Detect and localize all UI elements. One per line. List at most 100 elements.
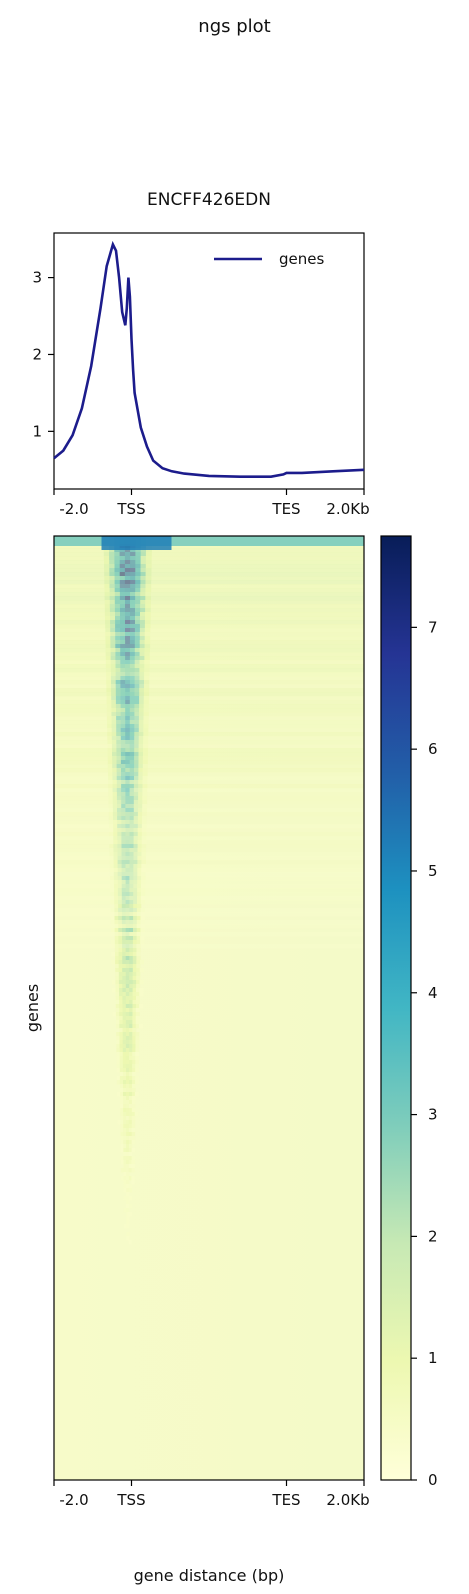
heatmap-cell xyxy=(106,692,112,697)
heatmap-cell xyxy=(120,1100,124,1105)
heatmap-cell xyxy=(129,924,134,929)
heatmap-cell xyxy=(110,632,116,637)
heatmap-cell xyxy=(114,908,119,913)
heatmap-cell xyxy=(122,932,127,937)
heatmap-cell xyxy=(105,620,111,625)
heatmap-cell xyxy=(121,780,126,785)
heatmap-cell xyxy=(54,620,364,625)
heatmap-cell xyxy=(134,656,141,661)
heatmap-cell xyxy=(109,588,116,593)
heatmap-cell xyxy=(121,872,127,877)
heatmap-cell xyxy=(139,624,146,629)
heatmap-cell xyxy=(135,548,142,553)
heatmap-cell xyxy=(129,676,136,681)
heatmap-cell xyxy=(145,576,152,581)
heatmap-cell xyxy=(113,868,119,873)
heatmap-cell xyxy=(128,1160,133,1165)
heatmap-cell xyxy=(124,564,131,569)
heatmap-cell xyxy=(126,1200,130,1205)
heatmap-cell xyxy=(54,932,364,937)
heatmap-cell xyxy=(131,1180,135,1185)
heatmap-cell xyxy=(126,1160,130,1165)
colorbar-tick-label: 4 xyxy=(428,984,438,1002)
heatmap-cell xyxy=(124,556,131,561)
heatmap-cell xyxy=(145,580,152,585)
heatmap-cell xyxy=(54,852,364,857)
heatmap-cell xyxy=(115,696,122,701)
heatmap-cell xyxy=(126,1144,130,1149)
heatmap-cell xyxy=(116,1076,121,1081)
heatmap-cell xyxy=(136,992,140,997)
heatmap-cell xyxy=(54,588,364,593)
heatmap-cell xyxy=(137,884,142,889)
heatmap-cell xyxy=(144,672,150,677)
heatmap-cell xyxy=(112,764,118,769)
heatmap-cell xyxy=(110,916,115,921)
heatmap-cell xyxy=(125,748,131,753)
heatmap-cell xyxy=(123,1196,127,1201)
heatmap-cell xyxy=(109,848,114,853)
heatmap-cell xyxy=(131,1168,135,1173)
heatmap-cell xyxy=(132,1012,137,1017)
heatmap-cell xyxy=(132,960,137,965)
heatmap-cell xyxy=(139,632,146,637)
heatmap-cell xyxy=(134,624,141,629)
heatmap-cell xyxy=(134,640,141,645)
heatmap-cell xyxy=(117,856,123,861)
heatmap-cell xyxy=(54,892,364,897)
heatmap-cell xyxy=(129,772,135,777)
heatmap-cell xyxy=(112,1012,117,1017)
heatmap-cell xyxy=(136,948,141,953)
heatmap-cell xyxy=(111,732,117,737)
heatmap-cell xyxy=(136,928,141,933)
heatmap-cell xyxy=(110,640,116,645)
heatmap-cell xyxy=(108,804,114,809)
heatmap-cell xyxy=(54,664,364,669)
heatmap-cell xyxy=(139,980,144,985)
heatmap-cell xyxy=(144,684,150,689)
heatmap-cell xyxy=(124,576,131,581)
heatmap-cell xyxy=(54,668,364,673)
heatmap-cell xyxy=(132,952,138,957)
heatmap-cell xyxy=(129,936,134,941)
heatmap-cell xyxy=(120,1132,124,1137)
heatmap-cell xyxy=(108,772,113,777)
heatmap-cell xyxy=(139,644,146,649)
heatmap-cell xyxy=(120,700,126,705)
heatmap-cell xyxy=(142,764,148,769)
heatmap-cell xyxy=(54,624,364,629)
heatmap-cell xyxy=(115,988,120,993)
heatmap-cell xyxy=(114,596,121,601)
heatmap-cell xyxy=(143,720,149,725)
heatmap-cell xyxy=(106,708,112,713)
heatmap-cell xyxy=(125,864,130,869)
heatmap-cell xyxy=(137,824,143,829)
heatmap-cell xyxy=(111,704,117,709)
heatmap-cell xyxy=(109,600,116,605)
heatmap-cell xyxy=(124,580,131,585)
heatmap-cell xyxy=(122,972,127,977)
heatmap-cell xyxy=(112,796,118,801)
heatmap-cell xyxy=(129,864,134,869)
heatmap-cell xyxy=(125,868,130,873)
heatmap-cell xyxy=(129,1080,133,1085)
heatmap-cell xyxy=(143,688,150,693)
heatmap-cell xyxy=(125,1048,130,1053)
heatmap-cell xyxy=(140,592,146,597)
profile-x-tick-label: TSS xyxy=(116,500,145,518)
heatmap-cell xyxy=(132,1020,137,1025)
heatmap-cell xyxy=(140,928,145,933)
heatmap-cell xyxy=(125,628,131,633)
heatmap-cell xyxy=(110,668,117,673)
heatmap-cell xyxy=(120,676,126,681)
heatmap-cell xyxy=(125,832,131,837)
heatmap-cell xyxy=(111,724,117,729)
heatmap-cell xyxy=(118,980,123,985)
heatmap-cell xyxy=(109,596,116,601)
heatmap-cell xyxy=(120,620,126,625)
heatmap-cell xyxy=(120,720,126,725)
heatmap-cell xyxy=(119,580,126,585)
heatmap-cell xyxy=(125,680,131,685)
heatmap-cell xyxy=(140,616,146,621)
heatmap-cell xyxy=(135,564,142,569)
